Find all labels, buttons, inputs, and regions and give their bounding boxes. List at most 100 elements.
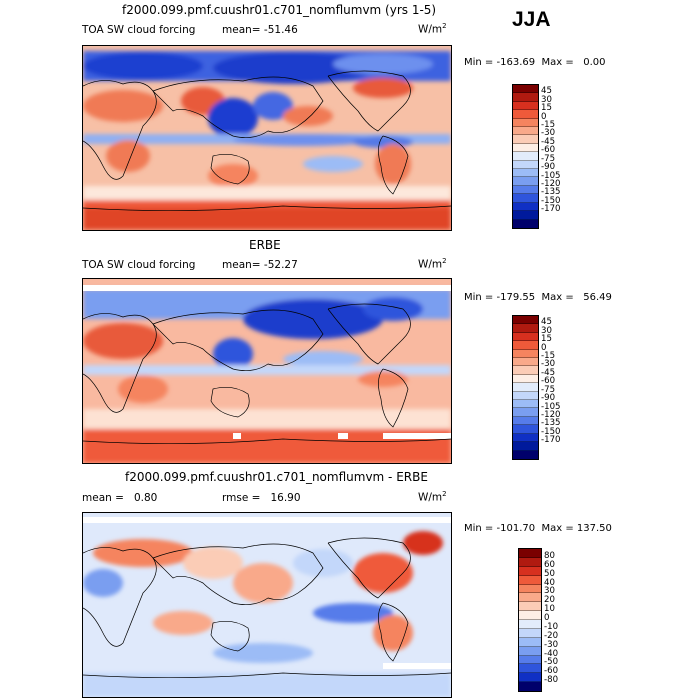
colorbar-cell xyxy=(513,152,538,161)
colorbar-cell xyxy=(513,316,538,325)
colorbar-tick-label: -75 xyxy=(541,153,556,164)
colorbar-cell xyxy=(519,655,541,665)
colorbar-tick-label: -150 xyxy=(541,195,561,206)
panel1-mean-label: mean= xyxy=(222,24,261,36)
panel2-colorbar xyxy=(512,315,539,460)
colorbar-cell xyxy=(519,549,541,558)
colorbar-tick-label: -60 xyxy=(541,145,556,156)
colorbar-cell xyxy=(513,400,538,409)
panel1-map xyxy=(82,45,452,231)
colorbar-cell xyxy=(519,584,541,594)
colorbar-cell xyxy=(513,85,538,94)
colorbar-cell xyxy=(513,374,538,384)
colorbar-tick-label: -45 xyxy=(541,136,556,147)
panel3-rmse: rmse = 16.90 xyxy=(222,492,301,504)
colorbar-tick-label: 80 xyxy=(544,550,555,561)
colorbar-cell xyxy=(519,620,541,629)
colorbar-tick-label: -45 xyxy=(541,367,556,378)
panel1-mean-value: -51.46 xyxy=(263,24,298,36)
colorbar-cell xyxy=(513,118,538,128)
colorbar-cell xyxy=(513,341,538,350)
panel3-title: f2000.099.pmf.cuushr01.c701_nomflumvm - … xyxy=(125,470,428,484)
colorbar-tick-label: 0 xyxy=(544,613,550,623)
colorbar-tick-label: -30 xyxy=(541,359,556,370)
colorbar-tick-label: -120 xyxy=(541,409,561,420)
colorbar-cell xyxy=(513,332,538,342)
colorbar-tick-label: -150 xyxy=(541,426,561,437)
colorbar-cell xyxy=(519,646,541,656)
panel3-mean-value: 0.80 xyxy=(133,492,158,504)
panel1-min-max: Min = -163.69 Max = 0.00 xyxy=(464,57,606,68)
colorbar-tick-label: 0 xyxy=(541,342,547,353)
colorbar-cell xyxy=(519,575,541,585)
colorbar-cell xyxy=(513,160,538,170)
colorbar-cell xyxy=(513,450,538,459)
colorbar-tick-label: -10 xyxy=(544,621,559,632)
panel2-units: W/m2 xyxy=(418,257,447,271)
season-label: JJA xyxy=(512,8,551,31)
panel3-min-max: Min = -101.70 Max = 137.50 xyxy=(464,523,612,534)
colorbar-tick-label: 30 xyxy=(544,586,555,597)
panel3-rmse-label: rmse = xyxy=(222,492,261,504)
colorbar-cell xyxy=(513,93,538,102)
colorbar-cell xyxy=(513,383,538,392)
colorbar-tick-label: 10 xyxy=(544,604,555,615)
colorbar-cell xyxy=(513,358,538,367)
panel1-mean: mean= -51.46 xyxy=(222,24,298,36)
colorbar-cell xyxy=(513,211,538,220)
colorbar-cell xyxy=(513,185,538,195)
panel2-mean-label: mean= xyxy=(222,259,261,271)
colorbar-tick-label: -15 xyxy=(541,351,556,362)
colorbar-cell xyxy=(513,391,538,401)
colorbar-tick-label: -170 xyxy=(541,435,561,446)
panel2-map xyxy=(82,278,452,464)
panel1-units: W/m2 xyxy=(418,22,447,36)
panel1-variable-label: TOA SW cloud forcing xyxy=(82,24,196,36)
colorbar-cell xyxy=(519,566,541,576)
colorbar-tick-label: 30 xyxy=(541,94,552,105)
colorbar-cell xyxy=(513,135,538,144)
panel2-min-max: Min = -179.55 Max = 56.49 xyxy=(464,292,612,303)
colorbar-cell xyxy=(519,637,541,647)
panel3-colorbar xyxy=(518,548,542,692)
colorbar-cell xyxy=(513,101,538,111)
colorbar-tick-label: 50 xyxy=(544,568,555,579)
colorbar-tick-label: 40 xyxy=(544,577,555,588)
colorbar-cell xyxy=(513,169,538,178)
panel2-mean: mean= -52.27 xyxy=(222,259,298,271)
panel3-units: W/m2 xyxy=(418,490,447,504)
panel2-mean-value: -52.27 xyxy=(263,259,298,271)
panel3-rmse-value: 16.90 xyxy=(270,492,301,504)
colorbar-tick-label: -15 xyxy=(541,120,556,131)
colorbar-cell xyxy=(513,127,538,136)
colorbar-tick-label: 15 xyxy=(541,103,552,114)
colorbar-tick-label: -75 xyxy=(541,384,556,395)
colorbar-cell xyxy=(513,408,538,417)
colorbar-cell xyxy=(513,177,538,186)
colorbar-cell xyxy=(519,673,541,683)
colorbar-cell xyxy=(519,682,541,691)
colorbar-tick-label: 45 xyxy=(541,317,552,328)
colorbar-cell xyxy=(513,219,538,228)
colorbar-tick-label: 20 xyxy=(544,595,555,606)
colorbar-tick-label: -105 xyxy=(541,170,561,181)
colorbar-tick-label: 30 xyxy=(541,325,552,336)
colorbar-tick-label: -50 xyxy=(544,657,559,668)
panel1-colorbar xyxy=(512,84,539,229)
colorbar-cell xyxy=(519,664,541,674)
colorbar-cell xyxy=(513,366,538,375)
panel3-mean-label: mean = xyxy=(82,492,124,504)
colorbar-tick-label: -60 xyxy=(541,376,556,387)
colorbar-tick-label: -60 xyxy=(544,666,559,677)
colorbar-cell xyxy=(513,110,538,119)
panel1-title: f2000.099.pmf.cuushr01.c701_nomflumvm (y… xyxy=(122,3,437,17)
panel2-title: ERBE xyxy=(249,238,281,252)
panel2-variable-label: TOA SW cloud forcing xyxy=(82,259,196,271)
colorbar-cell xyxy=(513,324,538,333)
colorbar-cell xyxy=(513,433,538,443)
colorbar-tick-label: -135 xyxy=(541,418,561,429)
colorbar-cell xyxy=(519,611,541,620)
colorbar-tick-label: -20 xyxy=(544,630,559,641)
panel3-mean: mean = 0.80 xyxy=(82,492,157,504)
colorbar-tick-label: -90 xyxy=(541,393,556,404)
